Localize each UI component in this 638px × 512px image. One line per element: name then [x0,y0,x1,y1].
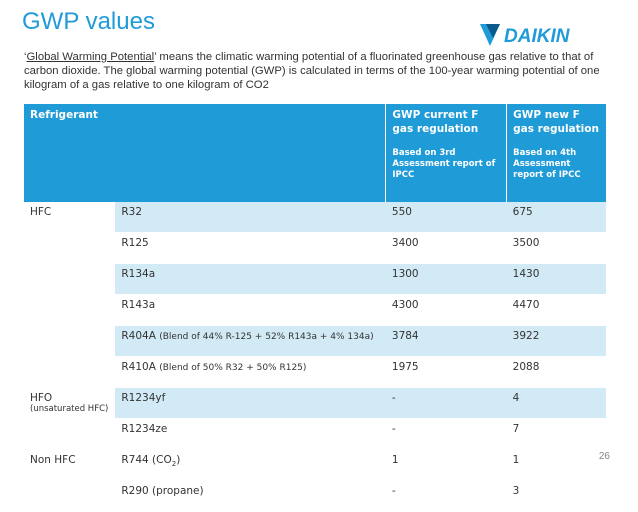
daikin-wordmark: DAIKIN [504,26,571,47]
table-row: R125 3400 3500 [24,232,606,264]
group-hfo: HFO (unsaturated HFC) [24,387,116,450]
table-row: HFC R32 550 675 [24,202,606,388]
table-row: HFO (unsaturated HFC) R1234yf - 4 [24,387,606,450]
page-title: GWP values [22,8,155,35]
table-row: R143a 4300 4470 [24,294,606,326]
daikin-logo: DAIKIN [480,24,571,47]
table-row: R1234ze - 7 [24,418,606,450]
gwp-term: Global Warming Potential [26,51,155,63]
group-hfc: HFC [24,202,116,388]
header-gwp-new: GWP new F gas regulation Based on 4th Ass… [506,104,606,202]
table-row: R410A (Blend of 50% R32 + 50% R125) 1975… [24,356,606,388]
header-gwp-current: GWP current F gas regulation Based on 3rd… [385,104,508,202]
group-nonhfc: Non HFC [24,449,116,512]
group-hfo-sub: (unsaturated HFC) [30,404,109,414]
header-current-note: Based on 3rd Assessment report of IPCC [392,148,496,180]
table-row: Non HFC R744 (CO2) 1 1 [24,449,606,512]
gwp-table: Refrigerant GWP current F gas regulation… [24,104,606,512]
header-refrigerant: Refrigerant [24,104,387,202]
page-number: 26 [598,451,610,462]
r410a-note: (Blend of 50% R32 + 50% R125) [159,363,307,373]
table-row: R134a 1300 1430 [24,263,606,295]
header-new-note: Based on 4th Assessment report of IPCC [513,148,581,180]
table-row: R404A (Blend of 44% R-125 + 52% R143a + … [24,325,606,357]
intro-text: ‘Global Warming Potential’ means the cli… [24,51,600,91]
r404a-note: (Blend of 44% R-125 + 52% R143a + 4% 134… [159,332,374,342]
